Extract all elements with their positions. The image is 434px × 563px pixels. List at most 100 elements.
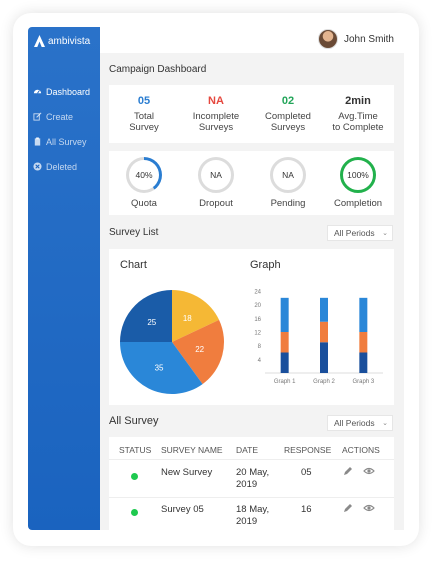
pie-slice-label: 22 [195, 345, 204, 354]
column-header-survey-name: SURVEY NAME [161, 445, 223, 455]
ring-quota[interactable]: 40% Quota [109, 157, 179, 209]
avatar [317, 29, 338, 49]
pie-slice-label: 18 [183, 314, 192, 323]
pencil-icon[interactable] [343, 466, 353, 478]
edit-icon [33, 112, 42, 121]
survey-response: 16 [301, 504, 312, 515]
period-select-value: All Periods [334, 228, 375, 238]
delete-circle-icon [33, 162, 42, 171]
ring-label: Dropout [199, 198, 233, 209]
bar-segment [359, 352, 368, 373]
divider [109, 497, 394, 498]
eye-icon[interactable] [363, 466, 375, 478]
survey-table: STATUS SURVEY NAME DATE RESPONSE ACTIONS… [109, 437, 394, 530]
status-active-dot [131, 509, 138, 516]
chevron-down-icon: ⌄ [382, 420, 388, 427]
column-header-response: RESPONSE [284, 445, 332, 455]
survey-name[interactable]: Survey 05 [161, 504, 204, 515]
column-header-date: DATE [236, 445, 259, 455]
sidebar-item-all-survey[interactable]: All Survey [28, 129, 100, 154]
stat-label: Avg.Time to Complete [332, 111, 384, 133]
bar-segment [359, 297, 368, 332]
completion-ring: 100% [340, 157, 376, 193]
stat-total-survey[interactable]: 05 Total Survey [109, 95, 179, 133]
all-survey-period-select[interactable]: All Periods ⌄ [327, 415, 393, 431]
bar-segment [320, 297, 328, 322]
ring-dropout[interactable]: NA Dropout [181, 157, 251, 209]
logo-text: ambivista [48, 35, 91, 47]
user-menu[interactable]: John Smith [317, 29, 394, 49]
pencil-icon[interactable] [343, 503, 353, 515]
divider [109, 459, 394, 460]
sidebar-item-label: Create [46, 111, 74, 122]
survey-response: 05 [301, 467, 312, 478]
survey-list-title: Survey List [109, 227, 159, 238]
dropout-ring: NA [198, 157, 234, 193]
pie-chart: 25 18 22 35 [120, 290, 224, 394]
ring-label: Quota [131, 198, 157, 209]
ring-label: Completion [333, 198, 383, 209]
sidebar-item-create[interactable]: Create [28, 104, 100, 129]
clipboard-icon [33, 137, 42, 146]
pie-chart-title: Chart [120, 259, 147, 271]
x-tick-label: Graph 1 [274, 379, 296, 385]
y-tick-label: 20 [254, 303, 261, 309]
bar-chart: 4 8 12 16 20 24 Graph 1 Graph 2 Graph 3 [254, 290, 383, 385]
ring-completion[interactable]: 100% Completion [323, 157, 393, 209]
stat-avg-time[interactable]: 2min Avg.Time to Complete [323, 95, 393, 133]
period-select-value: All Periods [334, 418, 375, 428]
column-header-actions: ACTIONS [342, 445, 380, 455]
pie-slice-label: 35 [155, 363, 164, 372]
ring-text: NA [282, 170, 294, 180]
stat-label: Total Survey [129, 111, 159, 133]
stat-value: 02 [281, 95, 295, 107]
column-header-status: STATUS [119, 445, 152, 455]
logo[interactable]: ambivista [34, 35, 90, 47]
y-tick-label: 8 [258, 344, 262, 350]
bar-chart-title: Graph [250, 259, 281, 271]
pie-slice [172, 290, 220, 342]
pie-slice [120, 290, 172, 342]
bar-segment [320, 342, 328, 373]
table-row[interactable]: New Survey 20 May, 2019 05 [109, 460, 394, 497]
ring-pending[interactable]: NA Pending [253, 157, 323, 209]
sidebar-item-deleted[interactable]: Deleted [28, 154, 100, 179]
ring-label: Pending [270, 198, 306, 209]
bar-segment [359, 332, 368, 353]
sidebar-item-dashboard[interactable]: Dashboard [28, 79, 100, 104]
sidebar-item-label: Dashboard [46, 86, 91, 97]
stat-value: 05 [137, 95, 151, 107]
ring-text: 100% [347, 170, 369, 180]
survey-list-period-select[interactable]: All Periods ⌄ [327, 225, 393, 241]
sidebar: ambivista Dashboard Create All Survey [28, 27, 100, 530]
y-tick-label: 16 [254, 317, 261, 323]
pie-slice-label: 25 [147, 318, 156, 327]
survey-date: 20 May, 2019 [236, 467, 270, 490]
status-active-dot [131, 473, 138, 480]
eye-icon[interactable] [363, 503, 375, 515]
logo-icon [34, 35, 45, 47]
sidebar-item-label: Deleted [46, 161, 78, 172]
y-tick-label: 12 [254, 331, 261, 337]
stat-completed-surveys[interactable]: 02 Completed Surveys [253, 95, 323, 133]
x-tick-label: Graph 2 [313, 379, 335, 385]
pie-slice [172, 319, 224, 385]
bar-segment [280, 332, 289, 353]
stat-label: Completed Surveys [265, 111, 311, 133]
top-bar: John Smith [100, 27, 404, 53]
ring-text: 40% [129, 160, 159, 190]
table-row[interactable]: Survey 05 18 May, 2019 16 [109, 498, 394, 530]
quota-ring: 40% [126, 157, 162, 193]
charts-card: Chart Graph 25 18 22 35 4 8 12 16 20 24 Graph 1 Gr… [109, 249, 394, 405]
dashboard-icon [33, 87, 42, 96]
survey-date: 18 May, 2019 [236, 504, 270, 527]
survey-name[interactable]: New Survey [161, 467, 213, 478]
stats-card: 05 Total Survey NA Incomplete Surveys 02 C… [109, 85, 394, 143]
stat-label: Incomplete Surveys [192, 111, 240, 133]
stat-incomplete-surveys[interactable]: NA Incomplete Surveys [181, 95, 251, 133]
sidebar-item-label: All Survey [46, 136, 87, 147]
rings-card: 40% Quota NA Dropout NA Pending 100% Com… [109, 151, 394, 215]
bar-segment [280, 352, 289, 373]
pie-slice [120, 342, 203, 394]
stat-value: 2min [345, 95, 371, 107]
